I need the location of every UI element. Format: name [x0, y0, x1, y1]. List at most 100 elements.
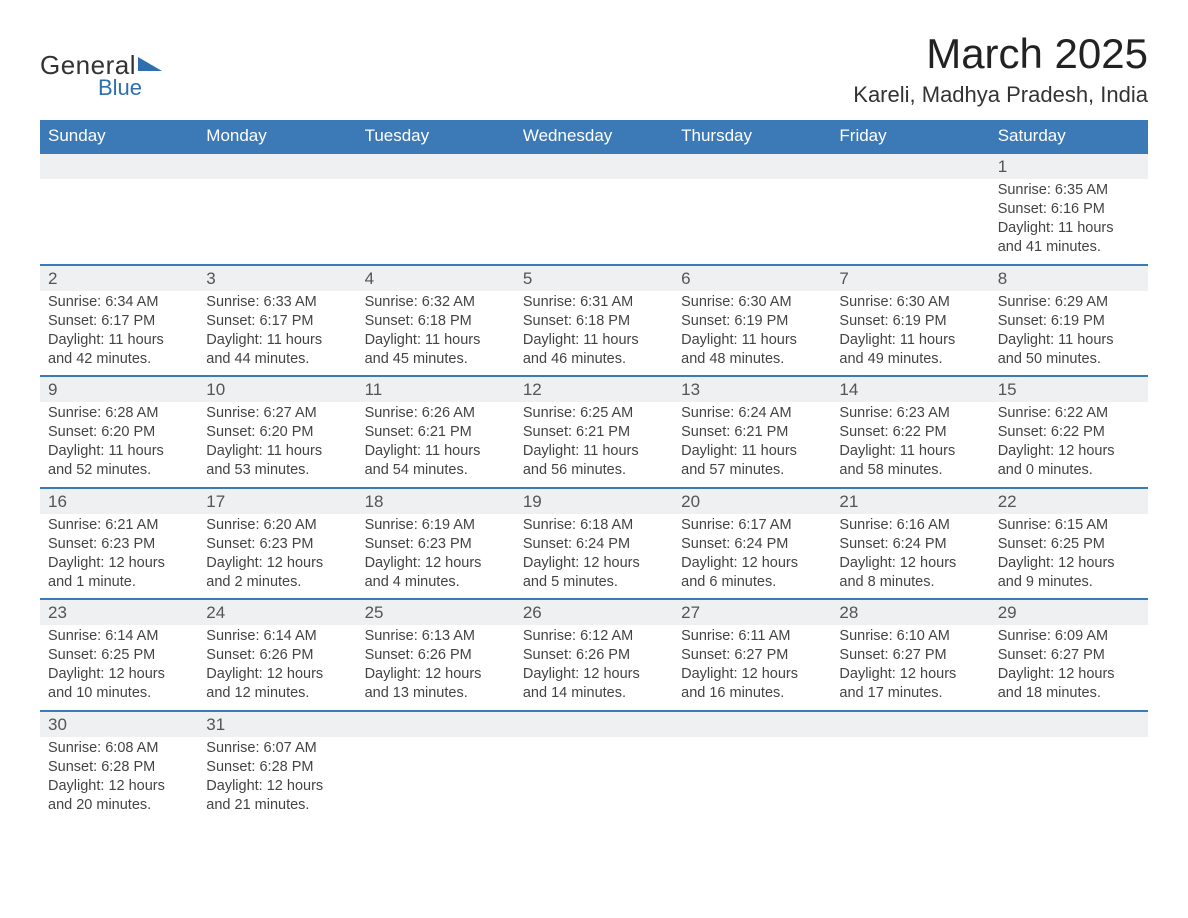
sunset-text: Sunset: 6:17 PM [48, 312, 190, 331]
sunset-text: Sunset: 6:21 PM [523, 423, 665, 442]
sunrise-text: Sunrise: 6:30 AM [839, 293, 981, 312]
day-number: 23 [40, 600, 198, 625]
day-detail-cell [831, 737, 989, 822]
day-detail-cell: Sunrise: 6:18 AMSunset: 6:24 PMDaylight:… [515, 514, 673, 600]
day-details: Sunrise: 6:14 AMSunset: 6:25 PMDaylight:… [40, 625, 198, 710]
day-details: Sunrise: 6:14 AMSunset: 6:26 PMDaylight:… [198, 625, 356, 710]
sunrise-text: Sunrise: 6:11 AM [681, 627, 823, 646]
week-daynum-row: 2345678 [40, 265, 1148, 291]
daylight-text: Daylight: 12 hours and 21 minutes. [206, 777, 348, 815]
sunrise-text: Sunrise: 6:29 AM [998, 293, 1140, 312]
sunset-text: Sunset: 6:27 PM [998, 646, 1140, 665]
day-detail-cell: Sunrise: 6:14 AMSunset: 6:25 PMDaylight:… [40, 625, 198, 711]
day-detail-cell: Sunrise: 6:15 AMSunset: 6:25 PMDaylight:… [990, 514, 1148, 600]
day-detail-cell: Sunrise: 6:10 AMSunset: 6:27 PMDaylight:… [831, 625, 989, 711]
sunset-text: Sunset: 6:23 PM [48, 535, 190, 554]
day-number-cell [198, 153, 356, 179]
day-details: Sunrise: 6:31 AMSunset: 6:18 PMDaylight:… [515, 291, 673, 376]
weekday-header: Friday [831, 120, 989, 153]
day-number: 28 [831, 600, 989, 625]
day-details: Sunrise: 6:09 AMSunset: 6:27 PMDaylight:… [990, 625, 1148, 710]
day-number: 17 [198, 489, 356, 514]
day-number-cell [40, 153, 198, 179]
day-detail-cell [515, 737, 673, 822]
day-number-cell: 16 [40, 488, 198, 514]
day-number-cell: 19 [515, 488, 673, 514]
day-details: Sunrise: 6:24 AMSunset: 6:21 PMDaylight:… [673, 402, 831, 487]
daylight-text: Daylight: 12 hours and 4 minutes. [365, 554, 507, 592]
day-number-cell: 1 [990, 153, 1148, 179]
day-number-cell: 2 [40, 265, 198, 291]
sunset-text: Sunset: 6:17 PM [206, 312, 348, 331]
day-number: 18 [357, 489, 515, 514]
sunset-text: Sunset: 6:24 PM [523, 535, 665, 554]
sunset-text: Sunset: 6:24 PM [839, 535, 981, 554]
day-detail-cell [831, 179, 989, 265]
day-number-cell: 3 [198, 265, 356, 291]
sunset-text: Sunset: 6:20 PM [206, 423, 348, 442]
sunrise-text: Sunrise: 6:19 AM [365, 516, 507, 535]
day-detail-cell: Sunrise: 6:19 AMSunset: 6:23 PMDaylight:… [357, 514, 515, 600]
sunrise-text: Sunrise: 6:12 AM [523, 627, 665, 646]
daylight-text: Daylight: 11 hours and 56 minutes. [523, 442, 665, 480]
day-details: Sunrise: 6:26 AMSunset: 6:21 PMDaylight:… [357, 402, 515, 487]
location-subtitle: Kareli, Madhya Pradesh, India [853, 82, 1148, 108]
sunset-text: Sunset: 6:27 PM [681, 646, 823, 665]
logo: General Blue [40, 50, 162, 101]
daylight-text: Daylight: 12 hours and 16 minutes. [681, 665, 823, 703]
day-details: Sunrise: 6:35 AMSunset: 6:16 PMDaylight:… [990, 179, 1148, 264]
daylight-text: Daylight: 11 hours and 41 minutes. [998, 219, 1140, 257]
weekday-header: Wednesday [515, 120, 673, 153]
daylight-text: Daylight: 11 hours and 45 minutes. [365, 331, 507, 369]
day-details: Sunrise: 6:07 AMSunset: 6:28 PMDaylight:… [198, 737, 356, 822]
day-number-cell: 13 [673, 376, 831, 402]
sunset-text: Sunset: 6:28 PM [48, 758, 190, 777]
day-detail-cell: Sunrise: 6:26 AMSunset: 6:21 PMDaylight:… [357, 402, 515, 488]
logo-text-blue: Blue [98, 75, 162, 101]
day-number-cell [990, 711, 1148, 737]
day-details: Sunrise: 6:30 AMSunset: 6:19 PMDaylight:… [831, 291, 989, 376]
day-number: 7 [831, 266, 989, 291]
sunset-text: Sunset: 6:26 PM [523, 646, 665, 665]
daylight-text: Daylight: 11 hours and 54 minutes. [365, 442, 507, 480]
day-number: 22 [990, 489, 1148, 514]
day-number: 13 [673, 377, 831, 402]
day-detail-cell: Sunrise: 6:23 AMSunset: 6:22 PMDaylight:… [831, 402, 989, 488]
day-detail-cell: Sunrise: 6:27 AMSunset: 6:20 PMDaylight:… [198, 402, 356, 488]
sunrise-text: Sunrise: 6:20 AM [206, 516, 348, 535]
day-number-cell: 12 [515, 376, 673, 402]
day-number-cell: 15 [990, 376, 1148, 402]
sunrise-text: Sunrise: 6:24 AM [681, 404, 823, 423]
day-number: 25 [357, 600, 515, 625]
week-detail-row: Sunrise: 6:14 AMSunset: 6:25 PMDaylight:… [40, 625, 1148, 711]
day-details: Sunrise: 6:16 AMSunset: 6:24 PMDaylight:… [831, 514, 989, 599]
day-detail-cell: Sunrise: 6:14 AMSunset: 6:26 PMDaylight:… [198, 625, 356, 711]
week-daynum-row: 1 [40, 153, 1148, 179]
day-number: 12 [515, 377, 673, 402]
sunrise-text: Sunrise: 6:10 AM [839, 627, 981, 646]
daylight-text: Daylight: 12 hours and 9 minutes. [998, 554, 1140, 592]
daylight-text: Daylight: 11 hours and 42 minutes. [48, 331, 190, 369]
day-number-cell: 18 [357, 488, 515, 514]
daylight-text: Daylight: 12 hours and 13 minutes. [365, 665, 507, 703]
day-details: Sunrise: 6:23 AMSunset: 6:22 PMDaylight:… [831, 402, 989, 487]
day-number-cell: 25 [357, 599, 515, 625]
daylight-text: Daylight: 12 hours and 8 minutes. [839, 554, 981, 592]
calendar-table: SundayMondayTuesdayWednesdayThursdayFrid… [40, 120, 1148, 821]
day-details: Sunrise: 6:15 AMSunset: 6:25 PMDaylight:… [990, 514, 1148, 599]
sunrise-text: Sunrise: 6:33 AM [206, 293, 348, 312]
day-number-cell: 6 [673, 265, 831, 291]
day-number: 14 [831, 377, 989, 402]
day-number: 6 [673, 266, 831, 291]
day-number-cell: 11 [357, 376, 515, 402]
day-detail-cell: Sunrise: 6:13 AMSunset: 6:26 PMDaylight:… [357, 625, 515, 711]
sunset-text: Sunset: 6:16 PM [998, 200, 1140, 219]
sunrise-text: Sunrise: 6:28 AM [48, 404, 190, 423]
sunset-text: Sunset: 6:20 PM [48, 423, 190, 442]
day-number-cell: 5 [515, 265, 673, 291]
sunrise-text: Sunrise: 6:21 AM [48, 516, 190, 535]
day-number: 29 [990, 600, 1148, 625]
day-detail-cell [357, 179, 515, 265]
sunrise-text: Sunrise: 6:23 AM [839, 404, 981, 423]
day-details: Sunrise: 6:11 AMSunset: 6:27 PMDaylight:… [673, 625, 831, 710]
